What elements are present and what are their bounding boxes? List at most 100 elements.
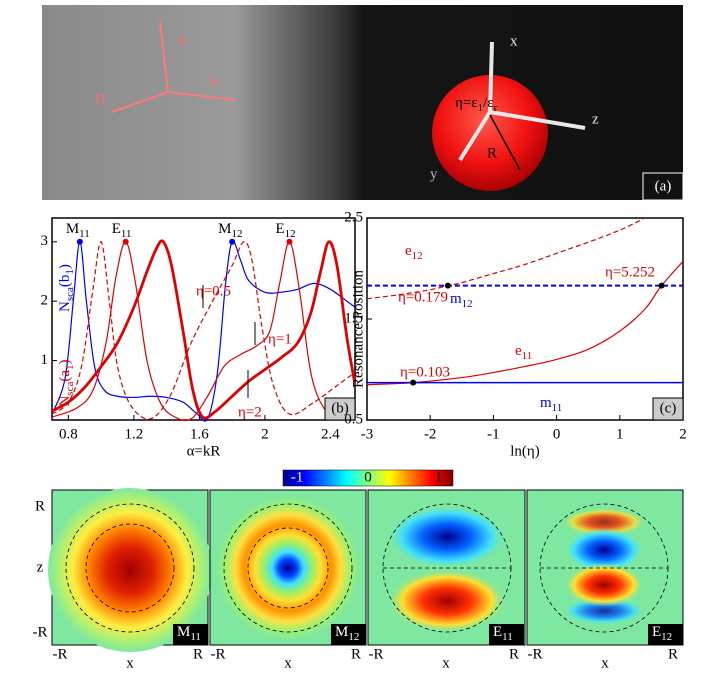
map-label-box [489,624,524,645]
plot-area [52,239,355,422]
y-axis-tick-label: -R [33,624,48,640]
x-axis-tick-label: x [601,655,609,671]
text-part: sca [64,287,76,301]
text-part: 1 [478,102,484,114]
axis-label: E [178,33,187,49]
line-series [367,218,646,300]
colorbar [282,469,454,487]
series-label: η=2 [238,404,262,420]
panel-label-box [324,397,356,421]
x-axis-tick-label: R [193,646,203,662]
series-label: η=0.5 [196,283,231,299]
x-axis-tick-label: -R [369,646,384,662]
y-tick-label: 0.5 [344,411,363,427]
x-tick-label: 2 [261,426,269,442]
y-axis-tick-label: R [35,498,45,514]
x-axis-tick-label: x [442,655,450,671]
map-label: M11 [177,624,201,642]
line-series [52,241,355,420]
text-part: (b [57,275,73,288]
x-axis-tick-label: R [668,646,678,662]
peak-marker [229,238,236,245]
y-axis-label: Nsca(b1) [57,264,75,312]
series-label: η=1 [268,331,292,347]
text-part: M [66,221,79,237]
x-axis-tick-label: -R [53,646,68,662]
axis-label: x [510,33,518,49]
map-label: M12 [335,624,359,642]
crossing-point [658,282,665,289]
crossing-point [410,379,417,386]
plot-area [367,218,683,386]
text-part: 11 [79,227,90,239]
radius-arrow [489,114,521,171]
text-part: 12 [661,631,672,643]
x-tick-label: 2 [679,426,687,442]
colorbar-tick-label: -1 [291,469,304,485]
text-part: /ε [483,95,493,111]
line-series [367,261,683,386]
text-part: 11 [190,631,201,643]
text-part: E [275,221,284,237]
x-axis-tick-label: x [284,655,292,671]
text-part: e [515,343,522,359]
crossing-point [444,282,451,289]
map-label-box [648,624,683,645]
sphere-axes [458,41,586,162]
text-part: ) [57,264,73,269]
text-part: η=ε [455,95,478,111]
x-axis-label: ln(η) [510,443,540,459]
line-series [52,240,355,422]
text-part: M [218,221,231,237]
line-series [52,239,355,420]
peak-label: E12 [275,221,295,239]
x-tick-label: 0.8 [59,426,78,442]
x-tick-label: 1.2 [125,426,144,442]
axis-label: H [95,91,106,107]
x-axis-tick-label: R [509,646,519,662]
colorbar-tick-label: 0 [364,469,372,485]
x-axis-tick-label: x [126,655,134,671]
text-part: M [335,624,348,640]
panel-label: (a) [655,178,672,194]
text-part: E [112,221,121,237]
text-part: m [450,291,462,307]
text-part: (a [57,370,73,382]
text-part: E [652,624,661,640]
y-tick-label: 3 [41,233,49,249]
text-part: M [177,624,190,640]
text-part: 11 [522,350,533,362]
x-tick-label: -1 [487,426,500,442]
text-part: ) [57,359,73,364]
series-label: e12 [405,243,423,261]
text-part: 11 [121,227,132,239]
text-part: 1 [64,364,76,370]
colorbar-tick-label: 1 [435,469,443,485]
map-label-box [331,624,366,645]
incident-axes [111,21,236,113]
peak-label: M12 [218,221,242,239]
map-label: E12 [652,624,672,642]
x-tick-label: 1.6 [190,426,209,442]
peak-marker [122,238,129,245]
peak-label: E11 [112,221,132,239]
sphere [432,75,548,191]
x-axis-tick-label: -R [211,646,226,662]
map-label-box [173,624,208,645]
series-label: m12 [450,291,473,309]
y-tick-label: 2.5 [344,209,363,225]
x-tick-label: 1 [616,426,624,442]
text-part: 1 [64,269,76,275]
peak-label: M11 [66,221,90,239]
x-axis-tick-label: R [351,646,361,662]
text-part: 11 [502,631,513,643]
crossing-label: η=0.179 [398,289,448,305]
series-label: e11 [515,343,532,361]
peak-marker [76,238,83,245]
text-part: 12 [462,298,473,310]
x-axis-label: α=kR [187,443,221,459]
text-part: N [57,301,73,312]
axis-label: z [592,111,599,127]
text-part: N [57,396,73,407]
radius-label: R [487,145,497,161]
